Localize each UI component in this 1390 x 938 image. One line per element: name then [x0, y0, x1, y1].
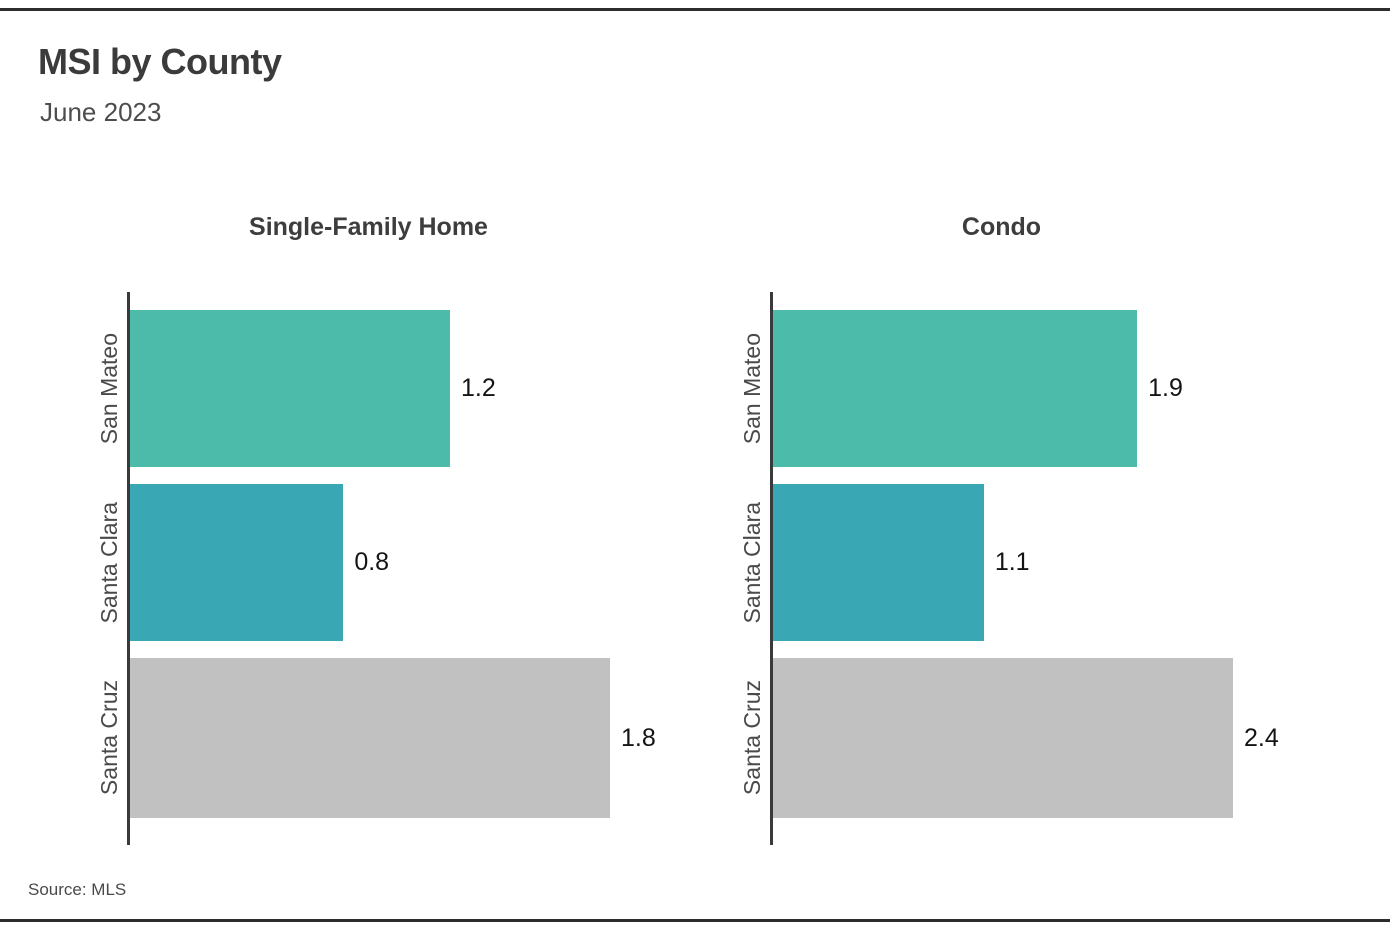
y-axis-label-santa-cruz: Santa Cruz: [739, 680, 765, 796]
top-rule: [0, 8, 1390, 11]
chart-body: San Mateo Santa Clara Santa Cruz 1.2 0.8 1.8: [75, 292, 656, 845]
bar-santa-cruz: [130, 658, 610, 818]
y-axis-label-santa-clara: Santa Clara: [739, 501, 765, 624]
bar-santa-clara: [773, 484, 984, 641]
y-axis-label-cell: Santa Clara: [718, 484, 770, 641]
bar-row: 0.8: [130, 484, 610, 641]
bar-value-label: 2.4: [1244, 723, 1279, 752]
y-axis-label-san-mateo: San Mateo: [739, 332, 765, 445]
source-note: Source: MLS: [28, 880, 127, 899]
y-axis-label-santa-clara: Santa Clara: [96, 501, 122, 624]
y-axis-label-cell: Santa Clara: [75, 484, 127, 641]
bar-row: 1.2: [130, 310, 610, 467]
bar-value-label: 1.1: [994, 548, 1030, 576]
bar-value-label: 1.2: [460, 374, 496, 402]
bar-value-label: 0.8: [354, 548, 390, 576]
y-axis-labels: San Mateo Santa Clara Santa Cruz: [718, 292, 770, 845]
y-axis-label-cell: San Mateo: [718, 310, 770, 467]
bar-row: 1.1: [773, 484, 1233, 641]
plot-area: 1.2 0.8 1.8: [127, 292, 656, 845]
bar-santa-clara: [130, 484, 344, 641]
bar-value-label: 1.9: [1148, 374, 1183, 402]
bottom-rule: [0, 919, 1390, 922]
bar-row: 2.4: [773, 658, 1279, 818]
y-axis-label-san-mateo: San Mateo: [96, 332, 122, 445]
bar-san-mateo: [130, 310, 450, 467]
bar-row: 1.9: [773, 310, 1233, 467]
bar-san-mateo: [773, 310, 1138, 467]
chart-title: Single-Family Home: [249, 213, 488, 241]
page-subtitle: June 2023: [40, 97, 162, 127]
chart-condo: Condo San Mateo Santa Clara Santa Cruz 1.9…: [718, 210, 1279, 845]
y-axis-labels: San Mateo Santa Clara Santa Cruz: [75, 292, 127, 845]
chart-title: Condo: [961, 213, 1042, 241]
bar-santa-cruz: [773, 658, 1233, 818]
y-axis-label-santa-cruz: Santa Cruz: [96, 680, 122, 796]
y-axis-label-cell: Santa Cruz: [75, 658, 127, 818]
y-axis-label-cell: San Mateo: [75, 310, 127, 467]
plot-area: 1.9 1.1 2.4: [770, 292, 1279, 845]
bar-row: 1.8: [130, 658, 656, 818]
page-title: MSI by County: [38, 41, 282, 82]
chart-body: San Mateo Santa Clara Santa Cruz 1.9 1.1 2.4: [718, 292, 1279, 845]
bar-value-label: 1.8: [621, 723, 656, 752]
y-axis-label-cell: Santa Cruz: [718, 658, 770, 818]
chart-single-family-home: Single-Family Home San Mateo Santa Clara S…: [75, 210, 656, 845]
